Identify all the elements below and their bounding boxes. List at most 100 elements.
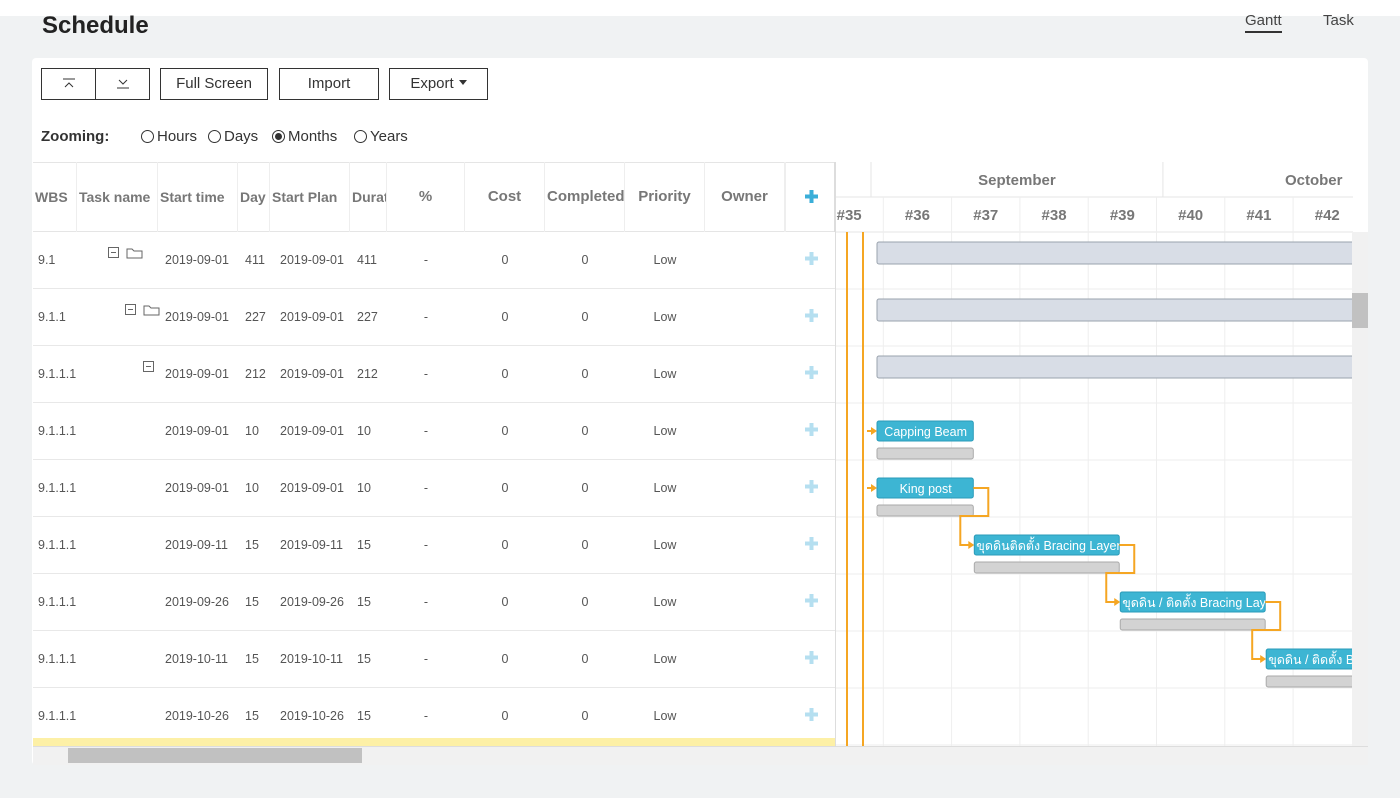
cell-percent: - xyxy=(423,367,429,381)
cell-start: 2019-09-11 xyxy=(165,538,229,552)
cell-day: 212 xyxy=(245,367,266,381)
toolbar-button[interactable]: Import xyxy=(279,68,379,100)
cell-percent: - xyxy=(423,652,429,666)
column-header: Completed xyxy=(545,162,625,232)
add-subtask-button[interactable] xyxy=(805,423,818,436)
toolbar-button[interactable]: Full Screen xyxy=(160,68,268,100)
cell-start-plan: 2019-09-26 xyxy=(280,595,344,609)
cell-priority: Low xyxy=(653,652,677,666)
task-bar-label: ขุดดินติดตั้ง Bracing Layer xyxy=(976,536,1120,554)
caret xyxy=(458,80,467,89)
cell-day: 15 xyxy=(245,538,259,552)
zoom-radio[interactable] xyxy=(208,130,221,143)
cell-wbs: 9.1.1.1 xyxy=(38,595,77,609)
zoom-radio[interactable] xyxy=(141,130,154,143)
task-bar-label: King post xyxy=(900,482,953,496)
cell-start-plan: 2019-09-11 xyxy=(280,538,344,552)
cell-completed: 0 xyxy=(581,367,589,381)
cell-start-plan: 2019-10-26 xyxy=(280,709,344,723)
task-bar-label: ขุดดิน / ติดตั้ง Bracing Layer xyxy=(1268,650,1353,668)
cell-completed: 0 xyxy=(581,709,589,723)
cell-duration: 15 xyxy=(357,538,371,552)
task-bar xyxy=(1265,648,1353,670)
task-bar xyxy=(1119,591,1266,613)
cell-duration: 10 xyxy=(357,424,371,438)
cell-day: 227 xyxy=(245,310,266,324)
cell-duration: 227 xyxy=(357,310,378,324)
add-subtask-button[interactable] xyxy=(805,537,818,550)
grid-row xyxy=(33,346,835,403)
add-subtask-button[interactable] xyxy=(805,366,818,379)
dependency-link xyxy=(1251,601,1282,660)
view-tab[interactable]: Task xyxy=(1323,12,1354,29)
plus-icon xyxy=(805,309,818,322)
zoom-option: Years xyxy=(370,128,408,145)
cell-percent: - xyxy=(423,253,429,267)
zoom-radio[interactable] xyxy=(354,130,367,143)
collapse-all-button[interactable] xyxy=(41,68,96,100)
view-tab[interactable]: Gantt xyxy=(1245,12,1282,33)
tree-toggle[interactable] xyxy=(108,247,143,259)
link-arrow xyxy=(871,427,877,435)
zoom-radio[interactable] xyxy=(272,130,285,143)
add-subtask-button[interactable] xyxy=(805,480,818,493)
cell-cost: 0 xyxy=(501,481,509,495)
week-label: #36 xyxy=(905,207,930,224)
grid-row xyxy=(33,232,835,289)
column-header: Day xyxy=(238,162,270,232)
button-label: Import xyxy=(307,75,351,92)
zoom-option: Days xyxy=(224,128,259,145)
add-subtask-button[interactable] xyxy=(805,651,818,664)
horizontal-scroll-thumb[interactable] xyxy=(68,748,362,763)
cell-start: 2019-09-01 xyxy=(165,481,229,495)
add-task-header-button[interactable] xyxy=(805,190,818,203)
cell-completed: 0 xyxy=(581,310,589,324)
baseline-bar xyxy=(973,561,1120,574)
zoom-option: Hours xyxy=(157,128,198,145)
cell-cost: 0 xyxy=(501,253,509,267)
cell-start: 2019-10-26 xyxy=(165,709,229,723)
summary-bar xyxy=(876,355,1353,379)
expand-all-button[interactable] xyxy=(95,68,150,100)
add-column-header xyxy=(785,162,835,232)
add-subtask-button[interactable] xyxy=(805,594,818,607)
button-label: Export xyxy=(410,75,454,92)
grid-row xyxy=(33,460,835,517)
week-label: #35 xyxy=(837,207,862,224)
column-header: Priority xyxy=(625,162,705,232)
grid-row xyxy=(33,289,835,346)
cell-priority: Low xyxy=(653,595,677,609)
cell-day: 10 xyxy=(245,481,259,495)
cell-completed: 0 xyxy=(581,253,589,267)
tree-icons xyxy=(108,247,143,259)
add-subtask-button[interactable] xyxy=(805,309,818,322)
summary-bar xyxy=(876,298,1353,322)
cell-wbs: 9.1.1.1 xyxy=(38,652,77,666)
cell-percent: - xyxy=(423,709,429,723)
cell-start: 2019-09-01 xyxy=(165,424,229,438)
toolbar-button[interactable]: Export xyxy=(389,68,488,100)
panel xyxy=(32,58,1368,765)
vertical-scroll-thumb[interactable] xyxy=(1352,293,1368,328)
cell-start: 2019-09-01 xyxy=(165,253,229,267)
cell-day: 15 xyxy=(245,709,259,723)
cell-wbs: 9.1.1.1 xyxy=(38,481,77,495)
add-subtask-button[interactable] xyxy=(805,252,818,265)
tree-toggle[interactable] xyxy=(143,361,155,373)
grid-row xyxy=(33,403,835,460)
cell-completed: 0 xyxy=(581,538,589,552)
column-header: Duration xyxy=(350,162,387,232)
add-subtask-button[interactable] xyxy=(805,708,818,721)
cell-priority: Low xyxy=(653,538,677,552)
tree-toggle[interactable] xyxy=(125,304,160,316)
cell-start: 2019-10-11 xyxy=(165,652,229,666)
cell-cost: 0 xyxy=(501,595,509,609)
cell-cost: 0 xyxy=(501,367,509,381)
column-header: % xyxy=(387,162,465,232)
link-arrow xyxy=(968,541,975,549)
baseline-bar xyxy=(1265,675,1353,688)
cell-completed: 0 xyxy=(581,424,589,438)
cell-priority: Low xyxy=(653,310,677,324)
